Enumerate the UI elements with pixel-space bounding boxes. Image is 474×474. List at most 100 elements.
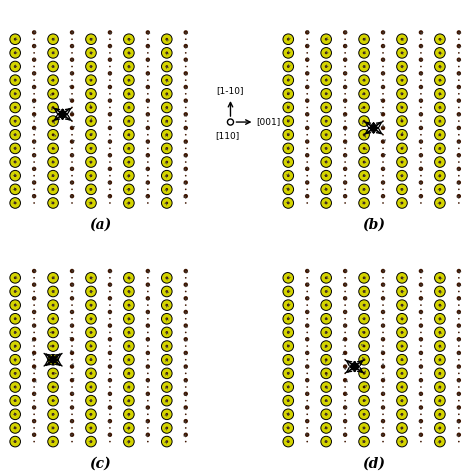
Circle shape	[32, 167, 36, 171]
Circle shape	[48, 286, 58, 297]
Circle shape	[381, 126, 385, 130]
Circle shape	[33, 291, 35, 292]
Circle shape	[185, 147, 187, 149]
Circle shape	[363, 52, 365, 54]
Circle shape	[70, 365, 74, 369]
Circle shape	[305, 180, 310, 185]
Circle shape	[71, 400, 73, 401]
Circle shape	[109, 318, 111, 319]
Circle shape	[183, 139, 188, 144]
Circle shape	[419, 112, 423, 117]
Circle shape	[124, 170, 134, 181]
Circle shape	[124, 355, 134, 365]
Circle shape	[435, 355, 445, 365]
Circle shape	[359, 368, 369, 379]
Circle shape	[86, 300, 96, 310]
Circle shape	[306, 277, 308, 279]
Circle shape	[10, 34, 20, 45]
Circle shape	[128, 133, 130, 136]
Circle shape	[382, 52, 384, 54]
Circle shape	[456, 126, 461, 130]
Circle shape	[183, 85, 188, 89]
Circle shape	[458, 400, 460, 401]
Circle shape	[283, 198, 293, 208]
Circle shape	[109, 93, 111, 95]
Circle shape	[344, 120, 346, 122]
Circle shape	[363, 79, 365, 82]
Circle shape	[287, 120, 290, 122]
Circle shape	[48, 395, 58, 406]
Circle shape	[306, 175, 308, 176]
Circle shape	[70, 30, 74, 35]
Circle shape	[420, 202, 422, 204]
Circle shape	[344, 107, 346, 109]
Circle shape	[146, 405, 150, 410]
Circle shape	[165, 188, 168, 191]
Circle shape	[435, 170, 445, 181]
Circle shape	[86, 157, 96, 167]
Circle shape	[71, 107, 73, 109]
Circle shape	[52, 386, 55, 388]
Circle shape	[438, 147, 441, 150]
Circle shape	[128, 413, 130, 416]
Circle shape	[401, 92, 403, 95]
Circle shape	[287, 358, 290, 361]
Circle shape	[401, 386, 403, 388]
Circle shape	[382, 413, 384, 415]
Circle shape	[32, 365, 36, 369]
Circle shape	[10, 368, 20, 379]
Circle shape	[147, 134, 149, 136]
Circle shape	[438, 440, 441, 443]
Circle shape	[381, 323, 385, 328]
Circle shape	[33, 304, 35, 306]
Circle shape	[321, 129, 331, 140]
Circle shape	[52, 201, 55, 204]
Circle shape	[33, 277, 35, 279]
Circle shape	[419, 296, 423, 301]
Circle shape	[33, 161, 35, 163]
Circle shape	[147, 202, 149, 204]
Circle shape	[109, 52, 111, 54]
Circle shape	[419, 153, 423, 157]
Circle shape	[86, 102, 96, 113]
Circle shape	[458, 147, 460, 149]
Circle shape	[71, 161, 73, 163]
Circle shape	[10, 75, 20, 85]
Circle shape	[108, 419, 112, 423]
Circle shape	[325, 174, 328, 177]
Circle shape	[344, 202, 346, 204]
Circle shape	[325, 120, 328, 122]
Circle shape	[359, 286, 369, 297]
Circle shape	[458, 318, 460, 319]
Circle shape	[48, 75, 58, 85]
Circle shape	[420, 93, 422, 95]
Circle shape	[162, 286, 172, 297]
Circle shape	[48, 116, 58, 127]
Circle shape	[48, 61, 58, 72]
Circle shape	[359, 157, 369, 167]
Circle shape	[52, 79, 55, 82]
Circle shape	[283, 313, 293, 324]
Circle shape	[128, 147, 130, 150]
Circle shape	[435, 61, 445, 72]
Circle shape	[343, 180, 347, 185]
Circle shape	[86, 286, 96, 297]
Circle shape	[86, 327, 96, 338]
Circle shape	[124, 61, 134, 72]
Circle shape	[52, 290, 55, 293]
Circle shape	[382, 107, 384, 109]
Circle shape	[146, 296, 150, 301]
Circle shape	[325, 358, 328, 361]
Circle shape	[14, 304, 17, 307]
Circle shape	[124, 286, 134, 297]
Circle shape	[71, 304, 73, 306]
Circle shape	[382, 120, 384, 122]
Circle shape	[401, 318, 403, 320]
Circle shape	[146, 167, 150, 171]
Circle shape	[438, 52, 441, 54]
Circle shape	[363, 290, 365, 293]
Circle shape	[287, 188, 290, 191]
Circle shape	[363, 386, 365, 388]
Circle shape	[306, 427, 308, 429]
Circle shape	[108, 99, 112, 103]
